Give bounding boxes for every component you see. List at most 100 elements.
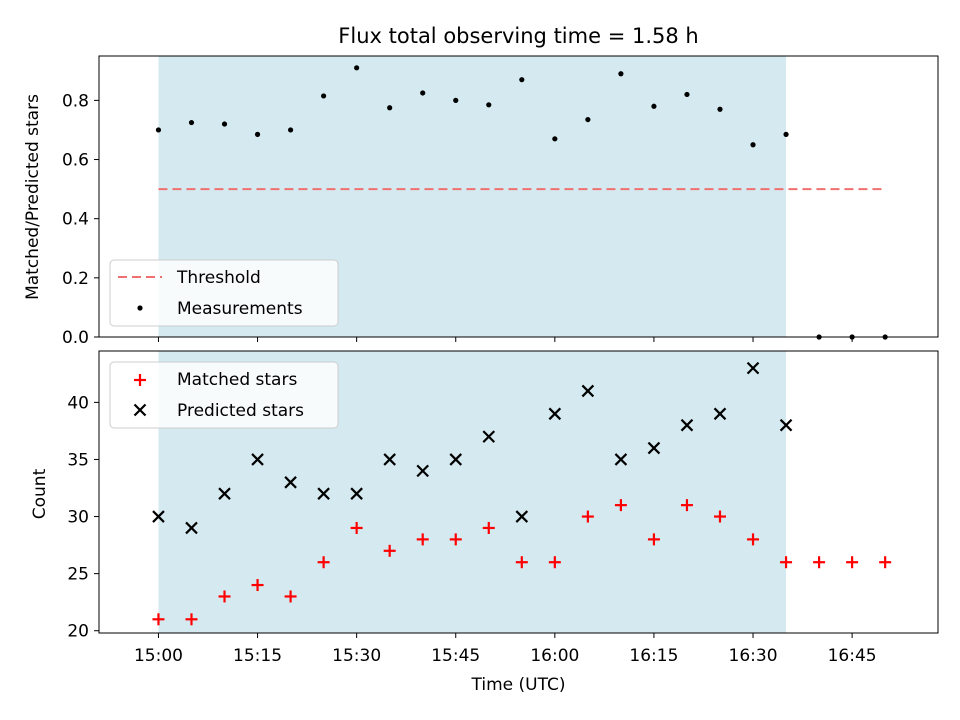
measurement-point	[155, 127, 162, 133]
measurement-point	[420, 90, 426, 96]
legend-predicted-label: Predicted stars	[177, 401, 304, 421]
measurement-point	[552, 136, 558, 142]
matched-star-point	[581, 510, 594, 523]
predicted-star-point	[647, 441, 661, 455]
measurement-point	[750, 142, 756, 148]
count-legend: Matched stars Predicted stars	[109, 361, 339, 429]
matched-star-point	[482, 521, 495, 534]
measurement-point	[684, 91, 690, 98]
ratio-panel: 0.0 0.2 0.4 0.6 0.8 Flux total observing tim…	[23, 24, 939, 348]
predicted-star-point	[614, 453, 628, 466]
measurement-point	[585, 116, 591, 123]
legend-matched-label: Matched stars	[177, 370, 297, 390]
ratio-y-tick-label: 0.0	[62, 328, 89, 348]
measurement-point	[254, 131, 261, 137]
predicted-star-point	[284, 476, 297, 489]
legend-threshold-label: Threshold	[176, 268, 261, 288]
legend-measurements-swatch	[137, 305, 143, 311]
ratio-x-ticks	[157, 337, 853, 342]
matched-star-point	[780, 556, 793, 569]
count-y-tick-label: 35	[67, 450, 89, 470]
predicted-star-point	[185, 521, 198, 535]
predicted-star-point	[350, 487, 363, 500]
ratio-y-tick-label: 0.6	[62, 151, 89, 171]
count-x-tick-label: 16:00	[530, 646, 579, 666]
measurement-point	[221, 121, 228, 127]
predicted-star-point	[416, 464, 429, 478]
chart-title: Flux total observing time = 1.58 h	[338, 24, 698, 48]
count-y-tick-label: 30	[67, 508, 89, 528]
matched-star-point	[449, 533, 462, 546]
predicted-star-point	[152, 510, 165, 523]
predicted-star-point	[383, 453, 396, 466]
legend-measurements-label: Measurements	[177, 299, 303, 319]
matched-star-point	[747, 533, 760, 546]
measurement-point	[618, 71, 624, 77]
count-y-tick-label: 20	[67, 622, 89, 642]
predicted-stars-series	[152, 361, 793, 535]
matched-star-point	[879, 556, 892, 569]
count-y-axis-label: Count	[30, 468, 50, 519]
measurement-point	[519, 77, 525, 83]
count-x-tick-label: 16:45	[828, 646, 877, 666]
ratio-y-axis-label: Matched/Predicted stars	[23, 94, 43, 300]
measurement-point	[783, 131, 789, 137]
count-y-axis: 20 25 30 35 40	[67, 393, 99, 642]
predicted-star-point	[482, 430, 496, 443]
matched-star-point	[846, 556, 859, 569]
ratio-legend: Threshold Measurements	[109, 259, 339, 327]
predicted-star-point	[581, 384, 595, 398]
count-x-tick-label: 15:00	[134, 646, 183, 666]
count-y-tick-label: 25	[67, 565, 89, 585]
ratio-y-axis: 0.0 0.2 0.4 0.6 0.8	[62, 91, 99, 348]
ratio-y-tick-label: 0.4	[62, 210, 89, 230]
matched-star-point	[813, 556, 826, 569]
measurement-point	[287, 127, 294, 133]
ratio-y-tick-label: 0.8	[62, 91, 89, 111]
predicted-star-point	[713, 407, 727, 421]
measurement-point	[188, 119, 195, 126]
matched-star-point	[251, 579, 264, 592]
measurement-point	[717, 106, 723, 112]
predicted-star-point	[449, 453, 463, 466]
matched-star-point	[383, 544, 396, 557]
count-x-tick-label: 16:30	[729, 646, 778, 666]
matched-star-point	[548, 556, 561, 569]
count-x-axis: 15:00 15:15 15:30 15:45 16:00 16:15 16:30 16:45	[134, 633, 877, 666]
measurements-series	[155, 65, 888, 340]
count-y-tick-label: 40	[67, 393, 89, 413]
predicted-star-point	[515, 510, 529, 523]
predicted-star-point	[548, 407, 562, 421]
matched-star-point	[218, 590, 231, 603]
predicted-star-point	[779, 418, 793, 432]
measurement-point	[354, 65, 360, 71]
measurement-point	[453, 97, 459, 103]
matched-stars-series	[152, 499, 892, 626]
count-panel: 15:00 15:15 15:30 15:45 16:00 16:15 16:30 16:45…	[30, 350, 939, 695]
matched-star-point	[185, 613, 198, 626]
ratio-plot-frame	[98, 55, 939, 338]
matched-star-point	[152, 613, 165, 626]
x-axis-label: Time (UTC)	[471, 675, 566, 695]
count-x-tick-label: 15:15	[233, 646, 282, 666]
measurement-point	[651, 103, 657, 109]
count-legend-box	[109, 361, 339, 429]
matched-star-point	[317, 556, 330, 569]
count-x-tick-label: 15:45	[431, 646, 480, 666]
matched-star-point	[350, 521, 363, 534]
matched-star-point	[515, 556, 528, 569]
matched-star-point	[284, 590, 297, 603]
matched-star-point	[416, 533, 429, 546]
matched-star-point	[713, 510, 726, 523]
matched-star-point	[680, 499, 693, 512]
predicted-star-point	[680, 418, 694, 432]
predicted-star-point	[251, 453, 264, 466]
measurement-point	[486, 102, 492, 108]
matched-star-point	[614, 499, 627, 512]
count-x-tick-label: 15:30	[332, 646, 381, 666]
count-plot-frame	[98, 350, 939, 634]
ratio-y-tick-label: 0.2	[62, 269, 89, 289]
ratio-legend-box	[109, 259, 339, 327]
matched-star-point	[647, 533, 660, 546]
